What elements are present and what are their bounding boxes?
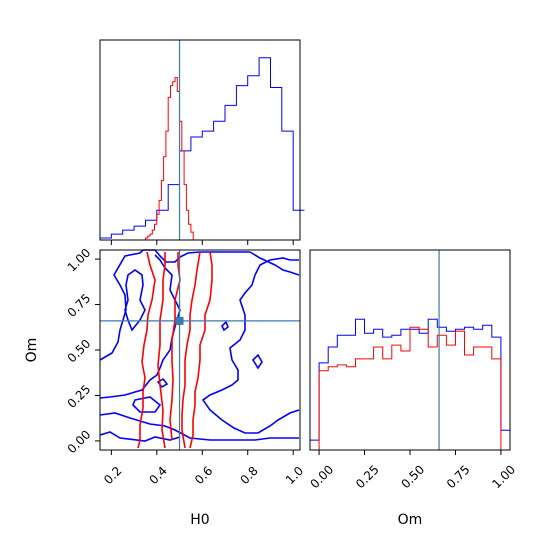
om-hist-x-tick-label: 0.00 bbox=[308, 462, 337, 491]
blue-contour-small-1 bbox=[251, 353, 263, 370]
h0-histogram-panel bbox=[99, 39, 305, 245]
blue-contour-inner-2 bbox=[132, 396, 162, 413]
joint-y-tick-label: 0.00 bbox=[65, 427, 94, 456]
joint-contours bbox=[99, 249, 300, 449]
joint-y-tick-label: 1.00 bbox=[65, 246, 94, 275]
om-histogram-content bbox=[309, 250, 510, 451]
om-hist-x-tick-label: 1.00 bbox=[489, 462, 518, 491]
joint-panel: 0.2 0.4 0.6 0.8 1.0 0.00 0.25 0.50 0.75 1.00 bbox=[65, 246, 307, 487]
joint-x-tick-label: 0.4 bbox=[147, 464, 170, 487]
h0-histogram-frame bbox=[99, 39, 301, 241]
om-hist-x-tick-label: 0.50 bbox=[398, 462, 427, 491]
joint-x-tick-label: 0.2 bbox=[101, 464, 124, 487]
blue-contour-small-3 bbox=[221, 320, 229, 332]
blue-contour-inner-1 bbox=[124, 269, 146, 332]
joint-truth-marker bbox=[175, 316, 184, 325]
om-hist-x-axis-label: Om bbox=[398, 512, 423, 528]
joint-x-tick-label: 0.8 bbox=[237, 464, 260, 487]
joint-x-axis-label: H0 bbox=[190, 512, 209, 528]
red-contour-outer-right bbox=[189, 251, 213, 449]
joint-x-tick-label: 0.6 bbox=[192, 464, 215, 487]
om-histogram-panel: 0.00 0.25 0.50 0.75 1.00 bbox=[308, 249, 518, 491]
h0-histogram-content bbox=[99, 40, 305, 241]
joint-y-tick-label: 0.75 bbox=[65, 291, 94, 320]
joint-y-tick-label: 0.25 bbox=[65, 382, 94, 411]
om-histogram-ticks: 0.00 0.25 0.50 0.75 1.00 bbox=[308, 450, 518, 491]
om-hist-red-series bbox=[310, 326, 510, 451]
joint-truth-lines bbox=[100, 250, 300, 450]
h0-hist-red-series bbox=[145, 77, 196, 241]
red-contour-outer-left bbox=[137, 251, 156, 449]
om-hist-x-tick-label: 0.75 bbox=[444, 462, 473, 491]
joint-y-tick-label: 0.50 bbox=[65, 337, 94, 366]
joint-y-axis-label: Om bbox=[24, 338, 40, 363]
joint-x-tick-label: 1.0 bbox=[283, 464, 306, 487]
om-hist-x-tick-label: 0.25 bbox=[353, 462, 382, 491]
h0-hist-blue-series bbox=[99, 57, 305, 240]
red-contour-inner bbox=[157, 251, 201, 449]
h0-histogram-ticks bbox=[110, 240, 294, 245]
